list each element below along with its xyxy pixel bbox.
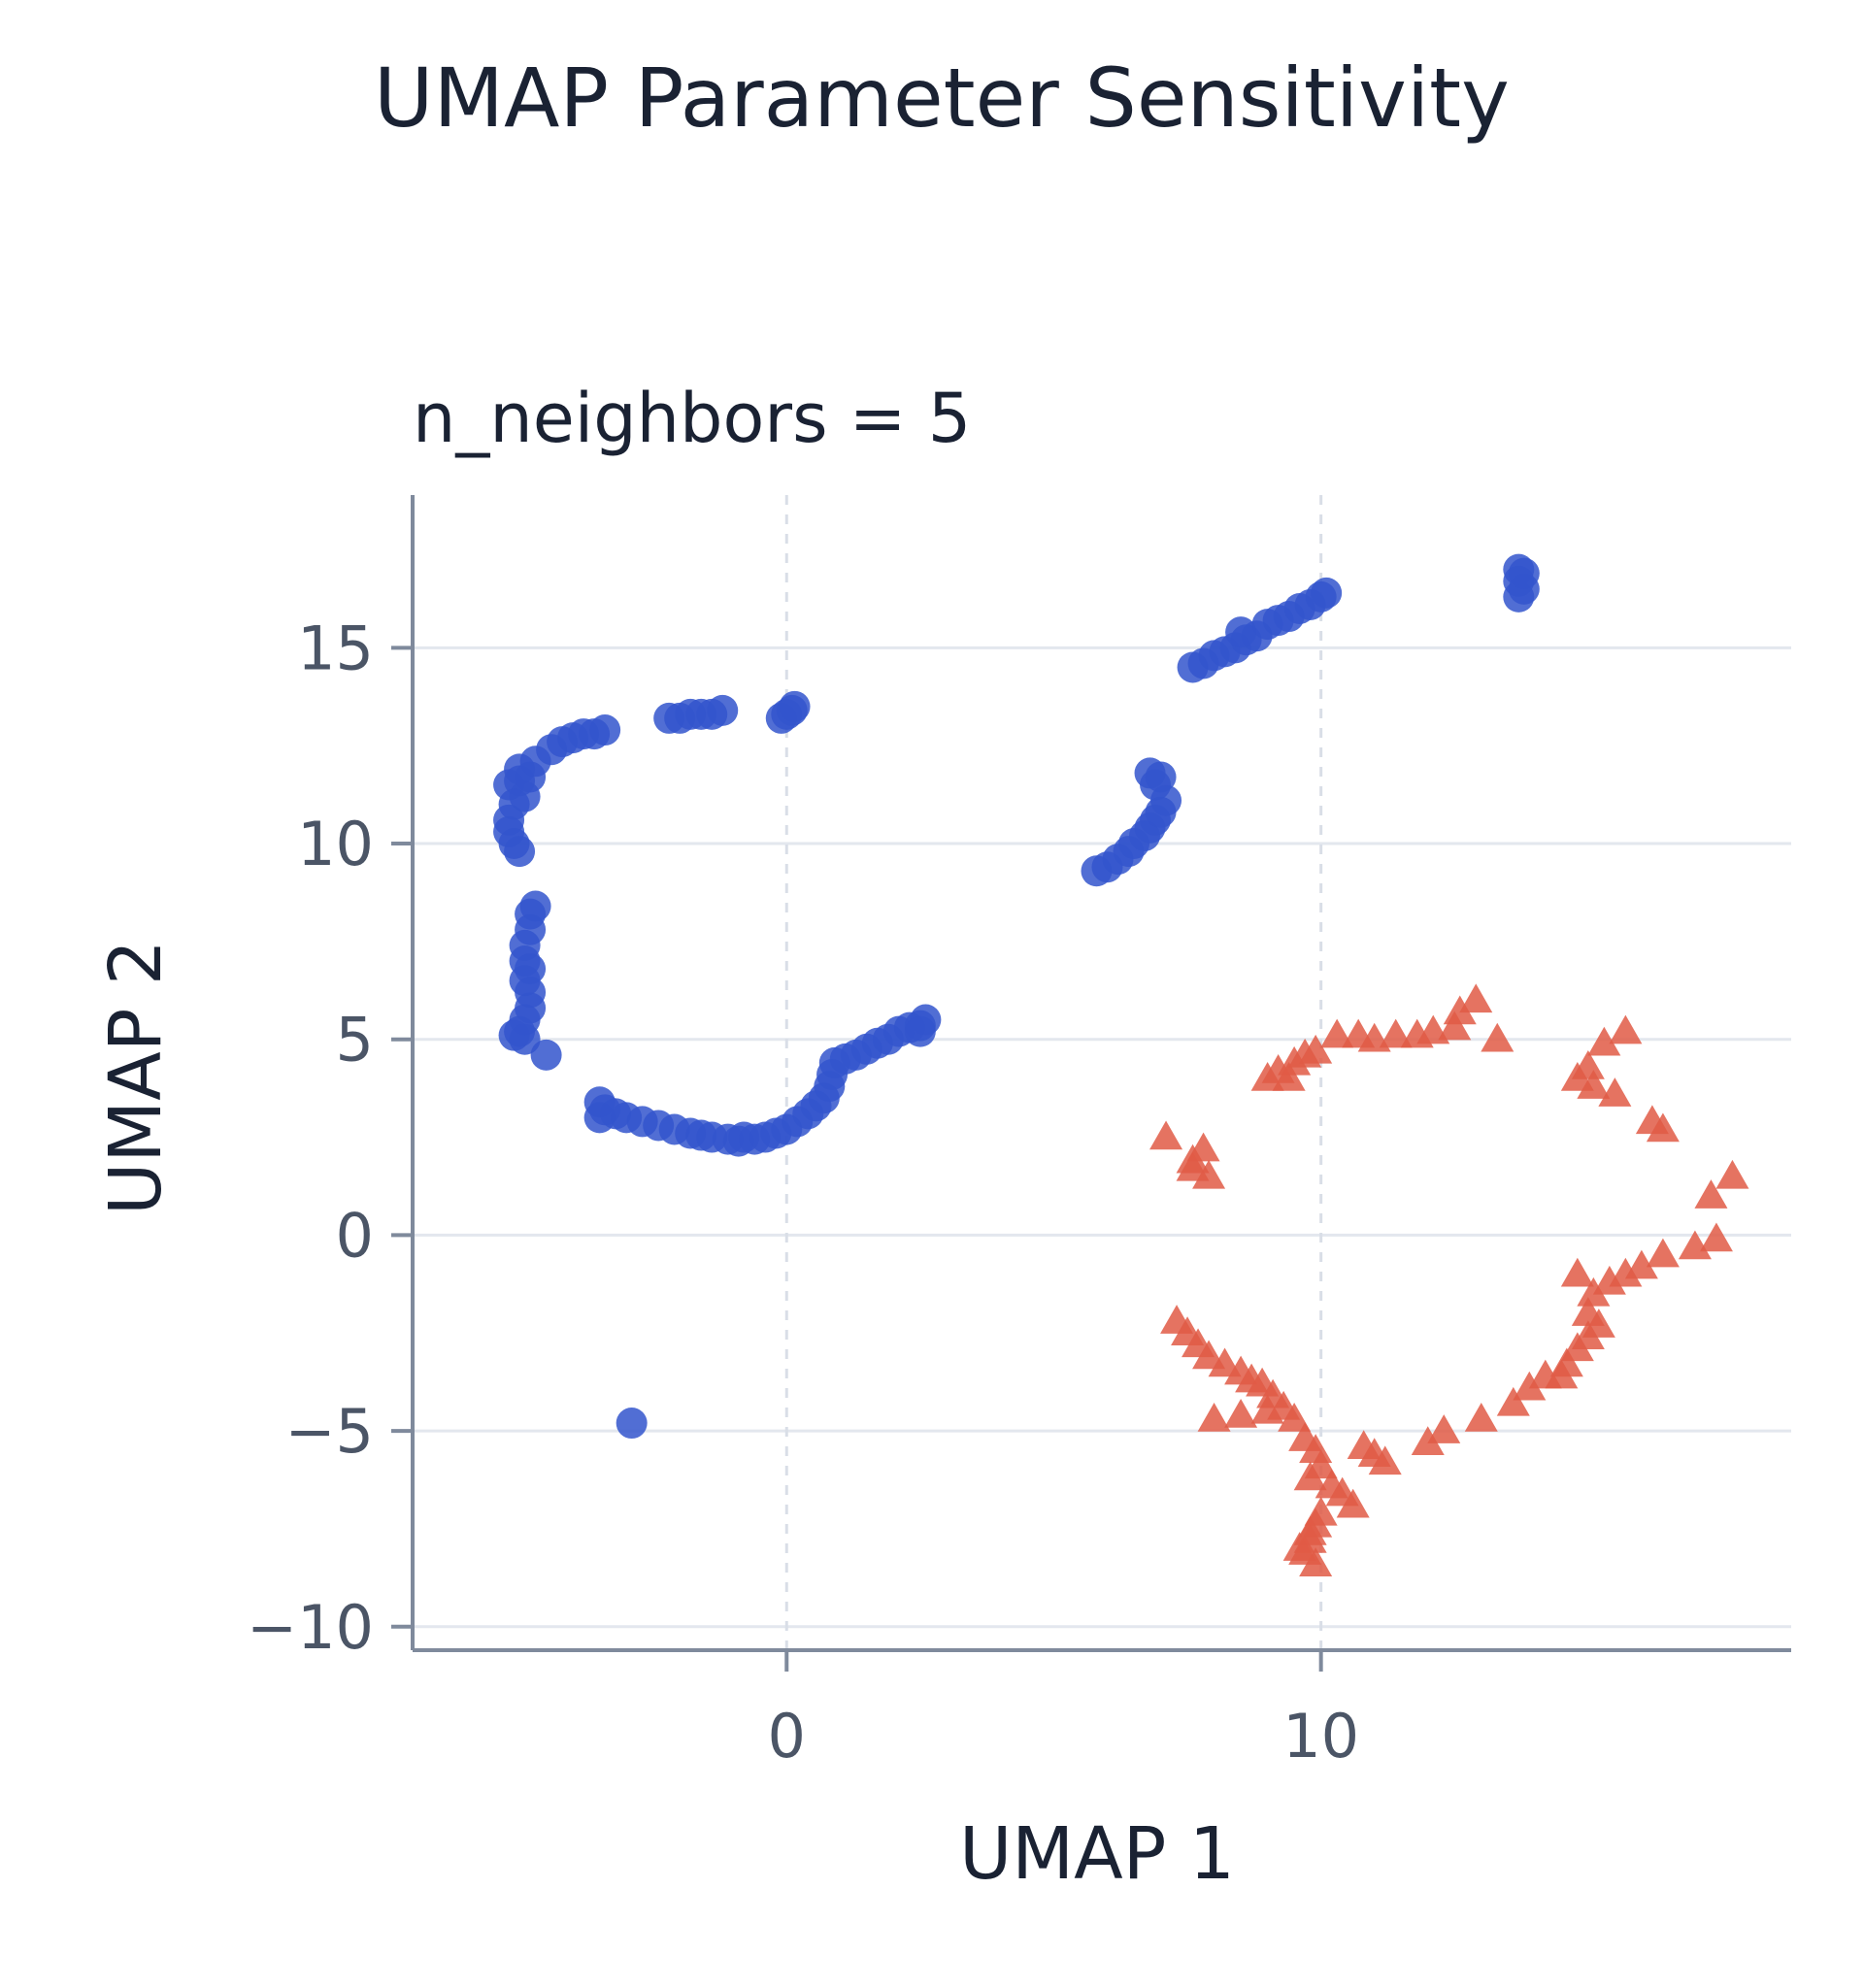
data-point-triangle [1496,1386,1530,1416]
chart-subtitle: n_neighbors = 5 [413,379,971,458]
data-point-triangle [1278,1403,1312,1432]
data-point-triangle [1528,1359,1562,1389]
data-point-triangle [1459,983,1493,1013]
chart-title: UMAP Parameter Sensitivity [374,50,1510,146]
data-point-triangle [1149,1120,1183,1150]
y-tick-label: 5 [336,1005,374,1076]
data-point-triangle [1571,1049,1605,1079]
data-point-circle [504,836,536,868]
data-point-triangle [1293,1515,1327,1545]
data-point-triangle [1577,1276,1611,1307]
data-point-triangle [1320,1018,1354,1048]
y-tick-label: −10 [247,1592,374,1663]
data-point-triangle [1299,1547,1333,1577]
data-point-circle [707,694,739,726]
data-points [493,553,1749,1577]
data-point-triangle [1646,1238,1680,1268]
y-tick-label: 0 [336,1200,374,1271]
x-tick-label: 0 [768,1701,806,1772]
x-axis-label: UMAP 1 [959,1812,1235,1896]
data-point-triangle [1694,1179,1728,1209]
data-point-triangle [1336,1488,1370,1518]
data-point-triangle [1438,1011,1472,1041]
y-tick-label: 10 [297,809,374,879]
y-tick-label: −5 [285,1396,374,1467]
data-point-circle [530,1039,562,1071]
data-point-triangle [1598,1077,1632,1107]
data-point-circle [779,690,811,722]
data-point-triangle [1282,1532,1316,1561]
data-point-triangle [1592,1265,1626,1295]
data-point-triangle [1272,1062,1306,1091]
data-point-circle [616,1408,648,1440]
data-point-triangle [1250,1394,1284,1424]
x-tick-label: 10 [1282,1701,1359,1772]
data-point-triangle [1293,1461,1327,1491]
y-tick-label: 15 [297,613,374,683]
data-point-circle [1225,616,1257,648]
data-point-triangle [1176,1143,1210,1174]
data-point-triangle [1513,1371,1547,1401]
data-point-triangle [1224,1398,1258,1428]
data-point-triangle [1715,1159,1749,1189]
data-point-triangle [1646,1112,1680,1143]
data-point-circle [589,714,621,746]
data-point-circle [1134,757,1166,789]
data-point-triangle [1411,1426,1445,1455]
data-point-triangle [1464,1403,1498,1432]
data-point-triangle [1443,995,1477,1025]
data-point-triangle [1577,1070,1611,1099]
tick-labels: 15 10 5 0 −5 −10 0 10 [247,613,1359,1772]
data-point-triangle [1368,1445,1402,1475]
data-point-triangle [1560,1257,1594,1287]
y-axis-label: UMAP 2 [94,940,178,1215]
data-point-triangle [1192,1159,1226,1189]
data-point-triangle [1481,1022,1514,1052]
data-point-triangle [1299,1034,1333,1064]
data-point-triangle [1197,1403,1231,1432]
data-point-triangle [1379,1018,1413,1048]
data-point-triangle [1427,1414,1461,1443]
data-point-triangle [1587,1026,1621,1056]
axes [391,495,1791,1672]
data-point-circle [904,1015,936,1047]
data-point-circle [1311,577,1343,609]
data-point-triangle [1699,1222,1733,1252]
data-point-circle [509,1023,541,1055]
data-point-triangle [1609,1014,1643,1044]
data-point-circle [1503,553,1535,585]
data-point-triangle [1678,1230,1712,1260]
